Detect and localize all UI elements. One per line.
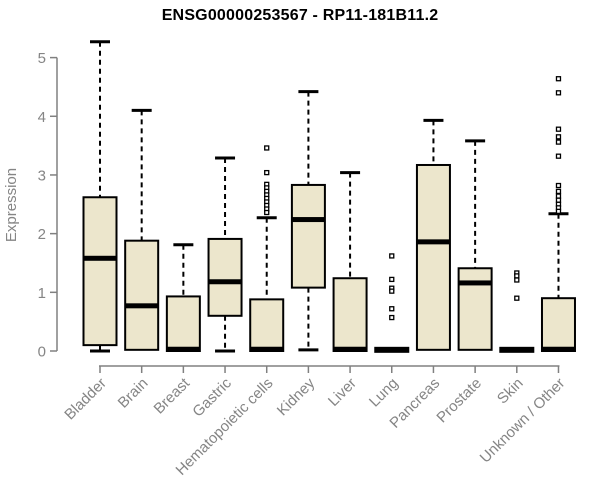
y-tick-label: 0 xyxy=(38,344,46,361)
median-pancreas xyxy=(416,239,450,245)
box-hematopoietic-cells xyxy=(249,298,285,353)
median-hematopoietic-cells xyxy=(250,346,284,352)
box-pancreas xyxy=(415,163,451,351)
y-tick-label: 4 xyxy=(38,109,46,126)
outlier-unknown-other xyxy=(555,90,562,96)
outlier-unknown-other xyxy=(555,126,562,132)
outlier-skin xyxy=(514,273,520,279)
x-tick-label-breast: Breast xyxy=(151,374,194,417)
outlier-unknown-other xyxy=(555,76,562,82)
x-tick-label-skin: Skin xyxy=(494,375,527,408)
outlier-lung xyxy=(389,253,395,259)
outlier-skin xyxy=(514,295,520,301)
outlier-unknown-other xyxy=(555,197,562,203)
outlier-lung xyxy=(389,288,395,294)
outlier-unknown-other xyxy=(555,188,562,195)
outlier-unknown-other xyxy=(555,193,562,199)
outlier-lung xyxy=(389,306,395,312)
y-axis-title: Expression xyxy=(3,168,20,242)
outlier-unknown-other xyxy=(555,208,562,214)
outlier-skin xyxy=(514,277,520,283)
outlier-lung xyxy=(389,314,395,321)
x-tick-label-liver: Liver xyxy=(325,375,360,410)
box-gastric xyxy=(207,237,243,317)
median-unknown-other xyxy=(541,346,575,352)
box-kidney xyxy=(290,183,326,289)
y-tick-label: 1 xyxy=(38,285,46,302)
outlier-unknown-other xyxy=(555,153,562,159)
median-liver xyxy=(333,346,367,352)
y-tick-label: 3 xyxy=(38,167,46,184)
flat-box-lung xyxy=(374,346,410,353)
box-brain xyxy=(124,239,160,351)
y-tick-label: 5 xyxy=(38,50,46,67)
median-bladder xyxy=(83,255,117,261)
outlier-hematopoietic-cells xyxy=(264,145,270,151)
median-brain xyxy=(125,303,159,309)
median-breast xyxy=(166,346,200,352)
flat-box-skin xyxy=(499,346,535,353)
box-liver xyxy=(332,277,368,352)
x-tick-label-bladder: Bladder xyxy=(61,375,110,424)
x-tick-label-prostate: Prostate xyxy=(433,375,485,427)
x-tick-label-lung: Lung xyxy=(366,375,402,411)
median-kidney xyxy=(291,217,325,223)
median-gastric xyxy=(208,279,242,285)
x-tick-label-kidney: Kidney xyxy=(274,374,319,419)
outlier-hematopoietic-cells xyxy=(264,169,270,176)
chart-title: ENSG00000253567 - RP11-181B11.2 xyxy=(161,7,439,24)
outlier-unknown-other xyxy=(555,139,562,145)
box-bladder xyxy=(82,196,118,347)
median-prostate xyxy=(458,280,492,286)
outlier-lung xyxy=(389,276,395,283)
box-breast xyxy=(165,295,201,353)
y-tick-label: 2 xyxy=(38,226,46,243)
x-tick-label-brain: Brain xyxy=(115,375,152,412)
outlier-unknown-other xyxy=(555,182,562,189)
outlier-unknown-other xyxy=(555,134,562,140)
box-unknown-other xyxy=(540,297,576,352)
outlier-hematopoietic-cells xyxy=(264,209,270,216)
